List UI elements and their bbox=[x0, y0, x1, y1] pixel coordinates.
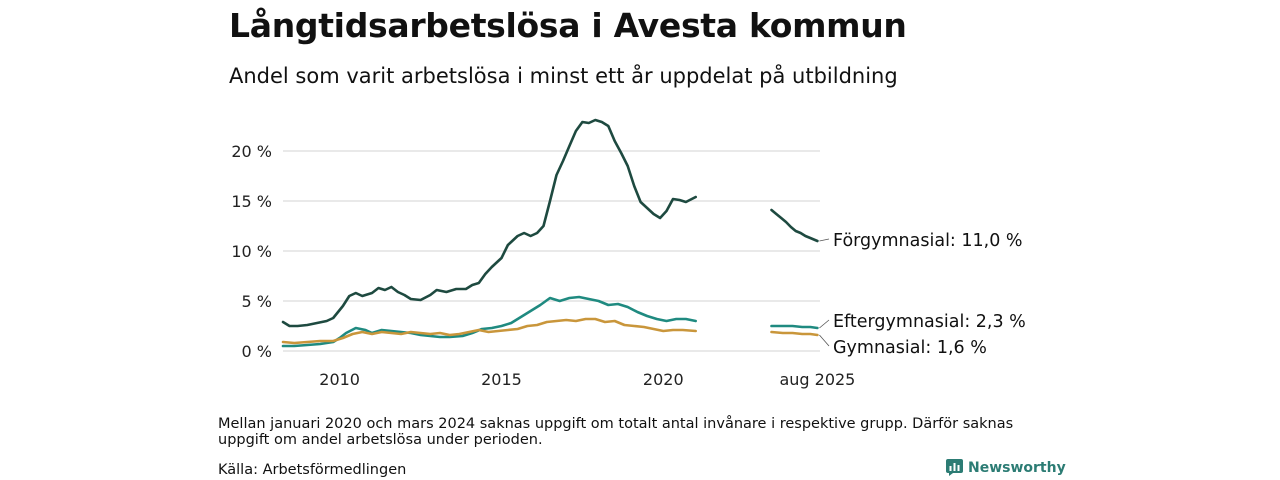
series-line-gymnasial-1 bbox=[770, 330, 819, 337]
gridlines bbox=[283, 150, 820, 352]
brand-logo[interactable]: Newsworthy bbox=[946, 459, 1066, 476]
series-end-value: 11,0 % bbox=[961, 231, 1022, 251]
bar-chart-logo-icon bbox=[946, 459, 963, 476]
series-end-value: 1,6 % bbox=[937, 338, 987, 358]
series-line-gymnasial-0 bbox=[281, 317, 697, 345]
series-line-förgymnasial-0 bbox=[281, 118, 697, 328]
source-note: Källa: Arbetsförmedlingen bbox=[218, 462, 407, 478]
end-label-leader bbox=[819, 334, 830, 347]
series-name: Förgymnasial: bbox=[833, 231, 961, 251]
brand-name: Newsworthy bbox=[968, 459, 1066, 476]
end-label-leader bbox=[819, 319, 830, 329]
series-line-eftergymnasial-1 bbox=[770, 324, 819, 330]
y-tick-label: 5 % bbox=[242, 292, 272, 311]
y-tick-label: 15 % bbox=[231, 192, 272, 211]
series-name: Gymnasial: bbox=[833, 338, 937, 358]
y-axis-ticks: 0 % 5 % 10 % 15 % 20 % bbox=[231, 142, 272, 361]
end-label-eftergymnasial: Eftergymnasial: 2,3 % bbox=[833, 312, 1026, 332]
footnote: Mellan januari 2020 och mars 2024 saknas… bbox=[218, 416, 1014, 448]
x-tick-label: aug 2025 bbox=[779, 370, 855, 389]
series-line-eftergymnasial-0 bbox=[281, 295, 697, 348]
chart-title: Långtidsarbetslösa i Avesta kommun bbox=[229, 6, 907, 45]
end-labels: Förgymnasial: 11,0 % Eftergymnasial: 2,3 … bbox=[819, 231, 1026, 358]
y-tick-label: 20 % bbox=[231, 142, 272, 161]
series-line-förgymnasial-1 bbox=[770, 208, 819, 243]
x-tick-label: 2010 bbox=[319, 370, 360, 389]
end-label-förgymnasial: Förgymnasial: 11,0 % bbox=[833, 231, 1023, 251]
series-end-value: 2,3 % bbox=[976, 312, 1026, 332]
chart-subtitle: Andel som varit arbetslösa i minst ett å… bbox=[229, 64, 898, 88]
y-tick-label: 0 % bbox=[242, 342, 272, 361]
x-tick-label: 2020 bbox=[643, 370, 684, 389]
x-axis-ticks: 2010 2015 2020 aug 2025 bbox=[319, 370, 855, 389]
x-tick-label: 2015 bbox=[481, 370, 522, 389]
end-label-gymnasial: Gymnasial: 1,6 % bbox=[833, 338, 987, 358]
series-name: Eftergymnasial: bbox=[833, 312, 976, 332]
series-lines bbox=[281, 118, 819, 348]
y-tick-label: 10 % bbox=[231, 242, 272, 261]
end-label-leader bbox=[819, 238, 830, 242]
